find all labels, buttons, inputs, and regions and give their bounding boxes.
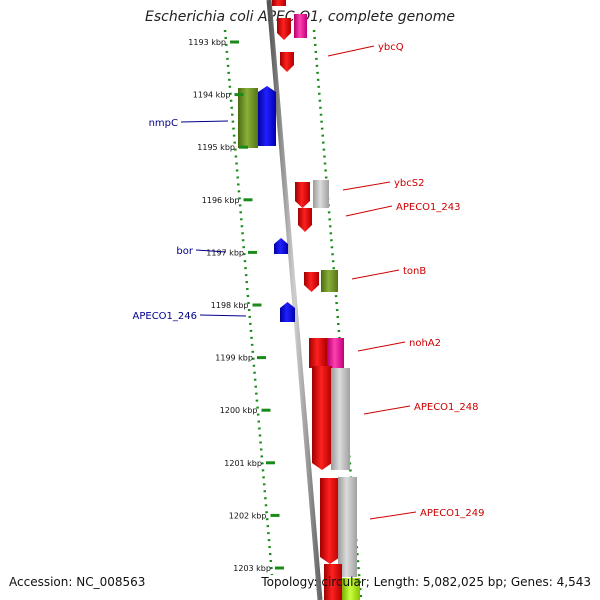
genome-backbone [266, 0, 323, 600]
scale-tick-label: 1198 kbp [211, 301, 249, 310]
gene-block-nohA2-red[interactable] [309, 338, 327, 368]
gene-leader-line [327, 45, 375, 57]
scale-tick-label: 1193 kbp [188, 38, 226, 47]
gene-block-tonb[interactable] [304, 272, 319, 292]
gene-label-apeco1_246[interactable]: APECO1_246 [133, 311, 198, 322]
gene-block-lime[interactable] [342, 578, 360, 600]
gene-block-ybcs2[interactable] [295, 182, 310, 208]
gene-label-tonb[interactable]: tonB [403, 266, 426, 277]
gene-label-apeco1_248[interactable]: APECO1_248 [414, 402, 479, 413]
gene-label-nmpc[interactable]: nmpC [149, 118, 178, 129]
gene-block-bottom-red[interactable] [324, 564, 342, 600]
gene-block-apeco1-248[interactable] [312, 366, 332, 470]
scale-tick-label: 1201 kbp [224, 459, 262, 468]
gene-block-bor[interactable] [274, 238, 288, 254]
gene-leader-line [345, 205, 393, 217]
inner-scale-track [223, 29, 274, 576]
gene-block-apeco1-246[interactable] [280, 302, 295, 322]
gene-block-olive[interactable] [238, 88, 258, 148]
gene-leader-line [342, 181, 391, 191]
gene-label-ybcs2[interactable]: ybcS2 [394, 178, 424, 189]
gene-leader-line [357, 341, 406, 352]
gene-block-pink[interactable] [294, 14, 307, 38]
gene-block-olive-2[interactable] [321, 270, 338, 292]
scale-tick-label: 1200 kbp [220, 406, 258, 415]
gene-block-apeco1-249[interactable] [320, 478, 340, 564]
genome-summary-text: Topology: circular; Length: 5,082,025 bp… [261, 575, 591, 589]
gene-label-apeco1_243[interactable]: APECO1_243 [396, 202, 461, 213]
gene-leader-line [363, 405, 411, 415]
gene-block-red[interactable] [277, 18, 291, 40]
gene-leader-line [351, 269, 400, 280]
scale-tick-label: 1203 kbp [233, 564, 271, 573]
gene-label-apeco1_249[interactable]: APECO1_249 [420, 508, 485, 519]
gene-block-top-red[interactable] [272, 0, 286, 6]
gene-label-bor[interactable]: bor [176, 246, 193, 257]
gene-leader-line [199, 314, 247, 317]
gene-leader-line [369, 511, 417, 520]
scale-tick-label: 1197 kbp [206, 248, 244, 257]
gene-block-nmpc[interactable] [258, 86, 276, 146]
gene-block-grey-2[interactable] [331, 368, 350, 470]
scale-tick-label: 1194 kbp [193, 91, 231, 100]
gene-leader-line [195, 249, 227, 253]
gene-block-apeco1-243[interactable] [298, 208, 312, 232]
gene-block-grey[interactable] [313, 180, 329, 208]
gene-leader-line [180, 120, 229, 123]
scale-tick-label: 1195 kbp [197, 143, 235, 152]
gene-label-ybcq[interactable]: ybcQ [378, 42, 404, 53]
accession-text: Accession: NC_008563 [9, 575, 146, 589]
gene-block-nohA2[interactable] [327, 338, 344, 368]
gene-block-grey-3[interactable] [338, 477, 357, 577]
gene-block-ybcq[interactable] [280, 52, 294, 72]
scale-tick-label: 1196 kbp [202, 196, 240, 205]
scale-tick-label: 1202 kbp [229, 511, 267, 520]
scale-tick-label: 1199 kbp [215, 354, 253, 363]
gene-label-noha2[interactable]: nohA2 [409, 338, 441, 349]
